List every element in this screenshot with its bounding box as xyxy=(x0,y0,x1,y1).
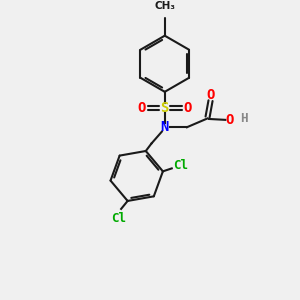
Text: O: O xyxy=(137,101,145,115)
Text: Cl: Cl xyxy=(111,212,126,225)
Text: H: H xyxy=(241,112,248,125)
Text: O: O xyxy=(226,113,234,127)
Text: O: O xyxy=(184,101,192,115)
Text: O: O xyxy=(206,88,215,102)
Text: N: N xyxy=(160,120,169,134)
Text: CH₃: CH₃ xyxy=(154,2,175,11)
Text: Cl: Cl xyxy=(173,159,188,172)
Text: S: S xyxy=(160,101,169,115)
